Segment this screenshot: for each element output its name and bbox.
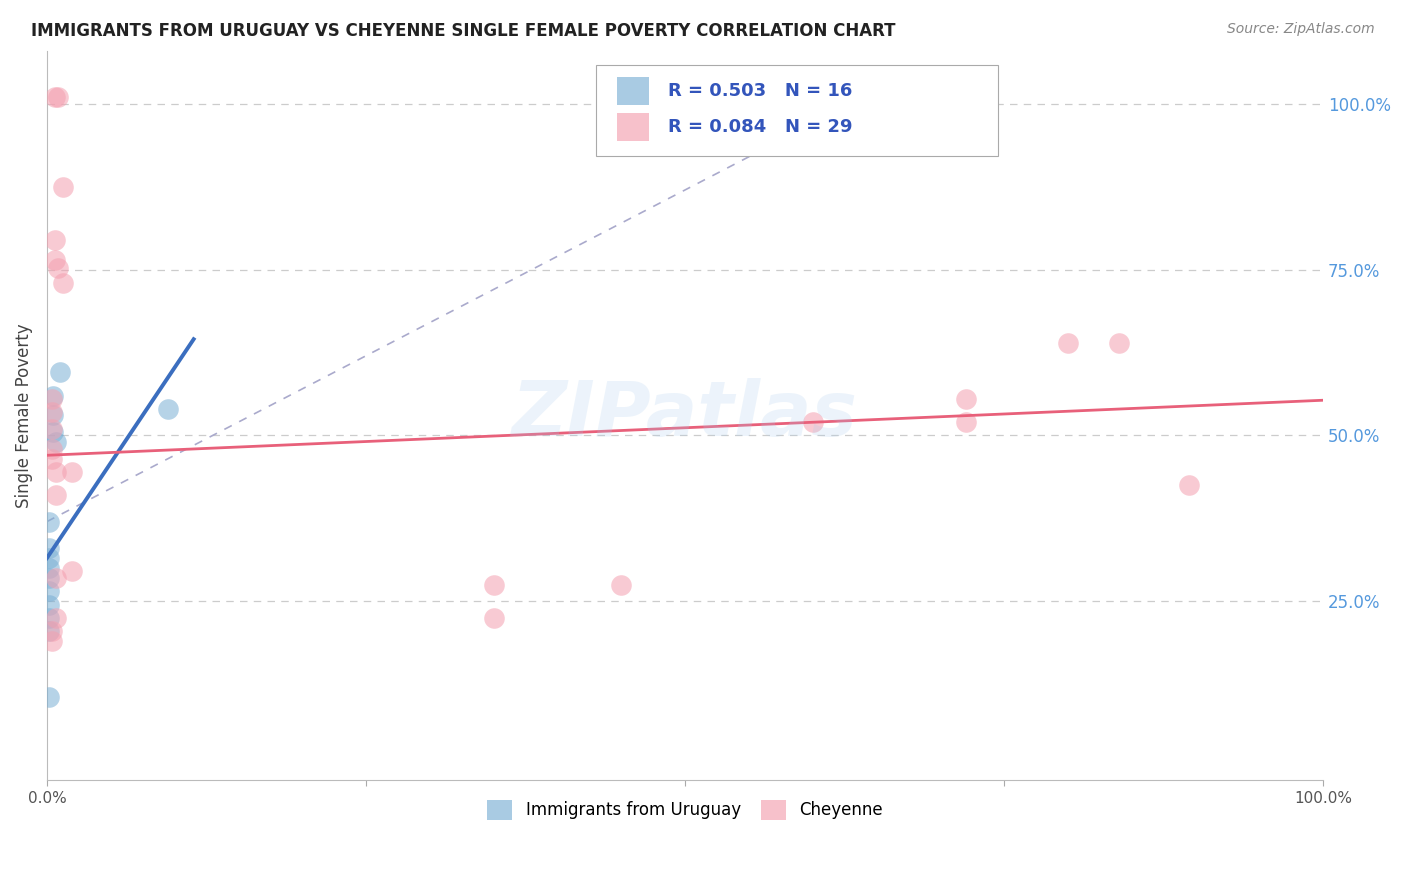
Point bbox=[41, 392, 63, 406]
Point bbox=[45, 488, 67, 502]
Point bbox=[45, 571, 67, 585]
Point bbox=[38, 690, 60, 705]
Point bbox=[38, 598, 60, 612]
Legend: Immigrants from Uruguay, Cheyenne: Immigrants from Uruguay, Cheyenne bbox=[481, 793, 890, 827]
FancyBboxPatch shape bbox=[617, 77, 650, 104]
Point bbox=[38, 611, 60, 625]
Point bbox=[42, 388, 65, 402]
Text: IMMIGRANTS FROM URUGUAY VS CHEYENNE SINGLE FEMALE POVERTY CORRELATION CHART: IMMIGRANTS FROM URUGUAY VS CHEYENNE SING… bbox=[31, 22, 896, 40]
Point bbox=[52, 276, 75, 290]
Point bbox=[44, 233, 66, 247]
Text: R = 0.503   N = 16: R = 0.503 N = 16 bbox=[668, 82, 853, 100]
Text: ZIPatlas: ZIPatlas bbox=[512, 378, 858, 452]
Point bbox=[38, 584, 60, 599]
Point bbox=[48, 90, 70, 104]
Point bbox=[38, 541, 60, 556]
Point bbox=[801, 415, 824, 429]
Point bbox=[1057, 335, 1080, 350]
FancyBboxPatch shape bbox=[617, 113, 650, 141]
Point bbox=[44, 90, 66, 104]
Point bbox=[41, 451, 63, 466]
FancyBboxPatch shape bbox=[596, 65, 998, 156]
Point bbox=[44, 252, 66, 267]
Point bbox=[482, 611, 505, 625]
Point bbox=[42, 409, 65, 423]
Point bbox=[38, 571, 60, 585]
Point bbox=[38, 624, 60, 638]
Point bbox=[41, 634, 63, 648]
Point bbox=[48, 261, 70, 276]
Point bbox=[48, 365, 70, 379]
Point bbox=[38, 561, 60, 575]
Text: Source: ZipAtlas.com: Source: ZipAtlas.com bbox=[1227, 22, 1375, 37]
Point bbox=[42, 425, 65, 439]
Point bbox=[45, 435, 67, 450]
Text: R = 0.084   N = 29: R = 0.084 N = 29 bbox=[668, 119, 853, 136]
Point bbox=[62, 465, 84, 479]
Point bbox=[1178, 478, 1201, 492]
Point bbox=[1108, 335, 1130, 350]
Point bbox=[52, 179, 75, 194]
Y-axis label: Single Female Poverty: Single Female Poverty bbox=[15, 323, 32, 508]
Point bbox=[41, 624, 63, 638]
Point bbox=[610, 577, 633, 591]
Point bbox=[482, 577, 505, 591]
Point bbox=[62, 565, 84, 579]
Point bbox=[157, 401, 180, 416]
Point bbox=[41, 405, 63, 419]
Point bbox=[38, 515, 60, 529]
Point bbox=[41, 442, 63, 456]
Point bbox=[955, 415, 977, 429]
Point bbox=[45, 611, 67, 625]
Point bbox=[41, 422, 63, 436]
Point bbox=[955, 392, 977, 406]
Point bbox=[45, 465, 67, 479]
Point bbox=[38, 551, 60, 566]
